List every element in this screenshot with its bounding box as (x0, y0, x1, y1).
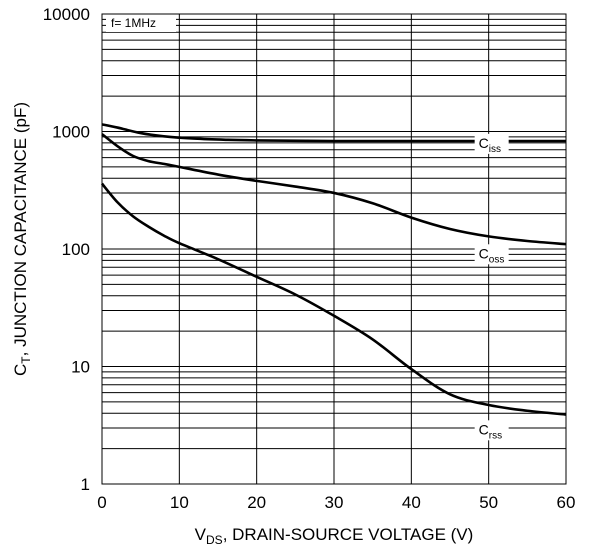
y-axis-title-main: C (11, 364, 30, 376)
curve-label-background-rss (474, 420, 509, 441)
y-tick-label: 10000 (43, 5, 90, 24)
frequency-note-background (106, 16, 176, 32)
y-axis-title-sub: T (19, 356, 33, 364)
x-tick-label: 20 (247, 493, 266, 512)
y-tick-label: 100 (62, 240, 90, 259)
x-tick-label: 30 (325, 493, 344, 512)
curve-label-sub: iss (489, 144, 501, 155)
y-axis-title: CT, JUNCTION CAPACITANCE (pF) (11, 102, 33, 376)
plot-frame (101, 13, 567, 485)
curve-label-sub: rss (489, 430, 502, 441)
x-tick-label: 60 (557, 493, 576, 512)
y-tick-labels: 1 10 100 1000 10000 (43, 5, 90, 494)
x-axis-title: VDS, DRAIN-SOURCE VOLTAGE (V) (195, 525, 474, 547)
curve-label-main: C (479, 135, 489, 151)
y-tick-label: 1 (81, 475, 90, 494)
x-axis-title-rest: , DRAIN-SOURCE VOLTAGE (V) (223, 525, 474, 544)
x-tick-label: 40 (402, 493, 421, 512)
curve-label-iss: Ciss (479, 135, 501, 155)
x-tick-label: 10 (170, 493, 189, 512)
x-tick-labels: 0 10 20 30 40 50 60 (97, 493, 575, 512)
y-tick-label: 1000 (52, 123, 90, 142)
curve-label-background-iss (474, 133, 509, 154)
curve-label-main: C (479, 245, 489, 261)
x-axis-title-main: V (195, 525, 207, 544)
curve-iss (101, 123, 566, 143)
curves (100, 123, 567, 416)
curve-label-sub: oss (489, 254, 505, 265)
curve-oss (101, 133, 567, 246)
curve-label-rss: Crss (479, 421, 502, 441)
curve-label-background-oss (474, 244, 509, 265)
frequency-note: f= 1MHz (111, 16, 156, 30)
y-axis-title-rest: , JUNCTION CAPACITANCE (pF) (11, 102, 30, 356)
curve-label-oss: Coss (479, 245, 505, 265)
curve-label-main: C (479, 421, 489, 437)
x-tick-label: 50 (479, 493, 498, 512)
x-tick-label: 0 (97, 493, 106, 512)
y-tick-label: 10 (71, 358, 90, 377)
curve-rss (100, 182, 567, 416)
x-axis-title-sub: DS (206, 533, 223, 547)
